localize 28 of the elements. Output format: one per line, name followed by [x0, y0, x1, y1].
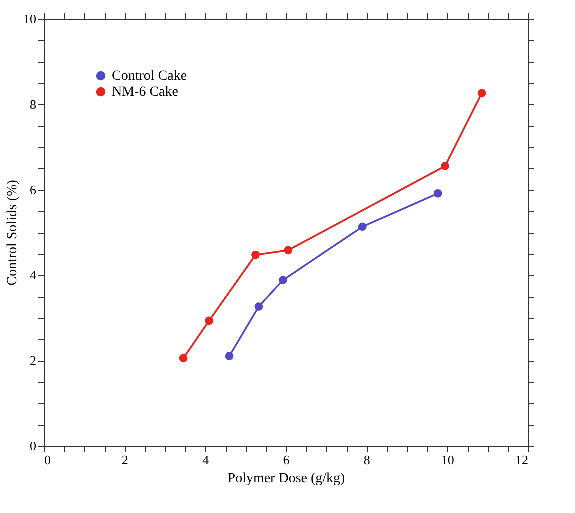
x-tick-label: 12: [516, 452, 528, 468]
y-tick-label: 10: [24, 12, 36, 26]
point: [284, 246, 293, 255]
point: [225, 352, 234, 361]
x-axis-title: Polymer Dose (g/kg): [228, 472, 346, 486]
x-tick-label: 4: [202, 452, 210, 468]
x-tick-label: 2: [122, 452, 128, 468]
x-tick-label: 10: [441, 452, 454, 468]
x-tick-label: 8: [364, 452, 370, 468]
legend-label: NM-6 Cake: [112, 85, 178, 100]
point: [478, 89, 486, 98]
x-tick-label: 0: [44, 452, 51, 468]
point: [278, 276, 288, 284]
point: [254, 302, 264, 311]
point: [441, 162, 450, 170]
point: [252, 250, 260, 260]
y-axis-title: Control Solids (%): [6, 180, 20, 286]
y-tick-label: 2: [30, 353, 36, 368]
point: [434, 189, 442, 198]
point: [205, 316, 214, 326]
point: [358, 222, 367, 232]
y-tick-label: 4: [30, 268, 37, 283]
point: [179, 354, 188, 363]
x-tick-label: 6: [283, 452, 290, 468]
legend-label: Control Cake: [112, 69, 188, 84]
y-tick-label: 6: [30, 182, 37, 198]
y-tick-label: 8: [30, 96, 36, 112]
y-tick-label: 0: [30, 438, 36, 454]
